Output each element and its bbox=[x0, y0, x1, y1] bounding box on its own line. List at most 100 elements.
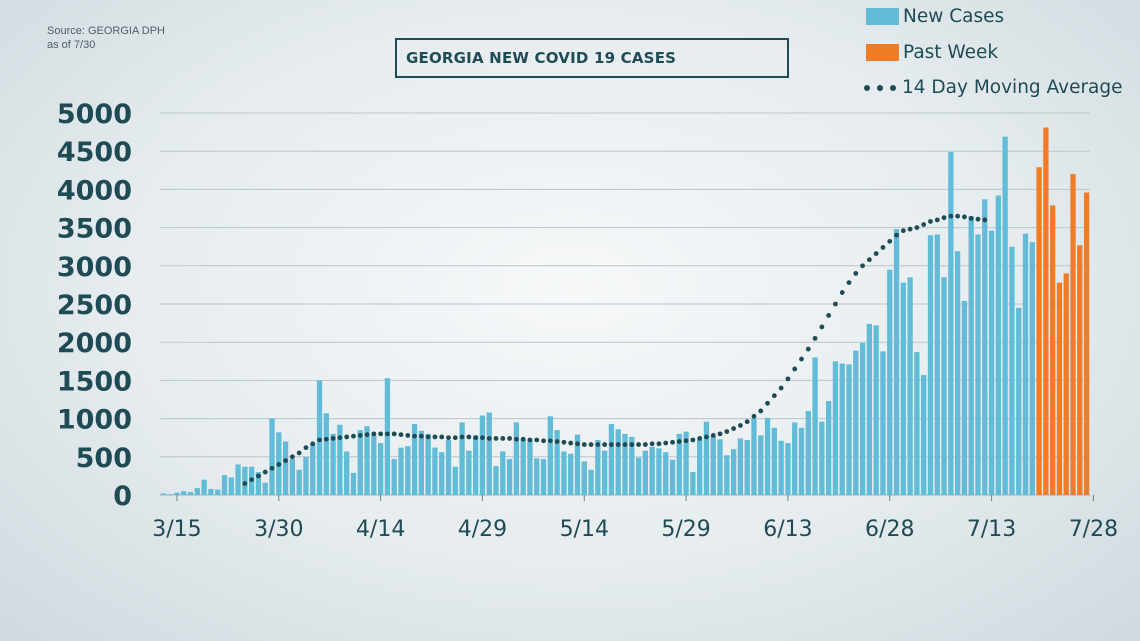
moving-average-point bbox=[513, 436, 519, 442]
moving-average-point bbox=[418, 433, 424, 439]
new-cases-bar bbox=[554, 430, 560, 495]
new-cases-bar bbox=[357, 430, 363, 495]
new-cases-bar bbox=[506, 459, 513, 495]
moving-average-point bbox=[602, 442, 608, 447]
moving-average-point bbox=[337, 435, 343, 441]
new-cases-bar bbox=[1009, 246, 1015, 495]
moving-average-point bbox=[581, 442, 587, 447]
moving-average-point bbox=[615, 442, 621, 447]
new-cases-bar bbox=[479, 415, 486, 495]
moving-average-point bbox=[357, 433, 363, 438]
moving-average-point bbox=[500, 436, 506, 441]
moving-average-point bbox=[289, 454, 295, 460]
new-cases-bar bbox=[187, 491, 194, 495]
legend-moving-average: 14 Day Moving Average bbox=[862, 77, 1123, 98]
new-cases-bar bbox=[948, 151, 954, 495]
y-tick-label: 4000 bbox=[57, 175, 132, 206]
moving-average-point bbox=[670, 439, 675, 445]
new-cases-bar bbox=[697, 439, 703, 495]
new-cases-bar bbox=[954, 251, 961, 495]
new-cases-bar bbox=[832, 361, 839, 495]
moving-average-point bbox=[405, 433, 411, 438]
legend-past-week-label: Past Week bbox=[903, 42, 999, 63]
new-cases-bar bbox=[473, 435, 479, 495]
moving-average-point bbox=[690, 437, 696, 443]
new-cases-bar bbox=[208, 488, 214, 495]
moving-average-point bbox=[928, 219, 933, 224]
new-cases-bar bbox=[1002, 136, 1008, 495]
moving-average-point bbox=[568, 440, 574, 446]
new-cases-bar bbox=[513, 422, 520, 495]
new-cases-bar bbox=[323, 413, 329, 495]
new-cases-bar bbox=[282, 441, 289, 495]
new-cases-bar bbox=[337, 424, 343, 495]
new-cases-bar bbox=[907, 277, 913, 495]
moving-average-point bbox=[778, 385, 784, 391]
moving-average-point bbox=[541, 438, 546, 444]
past-week-swatch bbox=[866, 44, 899, 61]
moving-average-point bbox=[452, 435, 458, 441]
x-tick-label: 3/30 bbox=[254, 517, 303, 542]
new-cases-bar bbox=[235, 464, 241, 495]
past-week-bar bbox=[1050, 205, 1056, 495]
moving-average-point bbox=[283, 458, 288, 464]
moving-average-point bbox=[656, 441, 662, 447]
source-line: Source: GEORGIA DPH bbox=[47, 25, 165, 37]
new-cases-bar bbox=[547, 416, 553, 495]
moving-average-point bbox=[486, 436, 492, 441]
new-cases-bar bbox=[710, 436, 716, 495]
moving-average-point bbox=[432, 434, 438, 440]
new-cases-bar bbox=[859, 342, 866, 495]
new-cases-bar bbox=[629, 436, 635, 495]
moving-average-point bbox=[459, 434, 465, 440]
moving-average-point bbox=[846, 280, 852, 286]
moving-average-point bbox=[507, 436, 512, 441]
new-cases-bar bbox=[167, 494, 173, 495]
source-note: Source: GEORGIA DPH as of 7/30 bbox=[47, 24, 165, 52]
moving-average-point bbox=[894, 232, 899, 238]
new-cases-bar bbox=[228, 477, 234, 495]
moving-average-point bbox=[710, 433, 716, 438]
y-tick-label: 1500 bbox=[57, 366, 132, 397]
moving-average-point bbox=[907, 226, 913, 232]
new-cases-bar bbox=[350, 472, 357, 495]
moving-average-point bbox=[744, 419, 750, 425]
moving-average-point bbox=[697, 436, 703, 441]
new-cases-bar bbox=[303, 456, 309, 495]
new-cases-bar bbox=[676, 433, 682, 495]
moving-average-point bbox=[439, 434, 445, 440]
moving-average-point bbox=[344, 434, 350, 440]
legend-new-cases: New Cases bbox=[862, 6, 1004, 27]
x-tick-label: 6/13 bbox=[763, 517, 812, 542]
new-cases-bar bbox=[568, 453, 574, 495]
moving-average-point bbox=[276, 462, 282, 467]
new-cases-bar bbox=[853, 350, 859, 495]
new-cases-bar bbox=[215, 489, 221, 495]
x-tick-label: 7/28 bbox=[1069, 517, 1118, 542]
new-cases-bar bbox=[310, 443, 316, 495]
new-cases-bar bbox=[941, 277, 947, 495]
new-cases-bar bbox=[778, 440, 784, 495]
moving-average-point bbox=[351, 433, 356, 439]
moving-average-point bbox=[866, 257, 872, 263]
y-tick-label: 500 bbox=[76, 443, 132, 474]
new-cases-bar bbox=[201, 479, 207, 495]
moving-average-point bbox=[826, 313, 832, 318]
new-cases-bar bbox=[574, 434, 581, 495]
new-cases-bar bbox=[534, 458, 540, 495]
past-week-bar bbox=[1070, 174, 1076, 495]
new-cases-bar bbox=[900, 282, 906, 495]
past-week-bar bbox=[1063, 273, 1069, 495]
moving-average-point bbox=[860, 263, 865, 269]
moving-average-point bbox=[717, 431, 723, 437]
new-cases-bar bbox=[1016, 307, 1022, 495]
moving-average-point bbox=[758, 408, 764, 414]
moving-average-point bbox=[262, 469, 268, 475]
new-cases-bar bbox=[975, 234, 981, 496]
new-cases-bar bbox=[805, 410, 811, 495]
moving-average-point bbox=[249, 477, 255, 483]
new-cases-bar bbox=[384, 378, 391, 495]
new-cases-bar bbox=[615, 429, 621, 495]
moving-average-point bbox=[622, 442, 628, 447]
new-cases-bar bbox=[269, 418, 275, 495]
